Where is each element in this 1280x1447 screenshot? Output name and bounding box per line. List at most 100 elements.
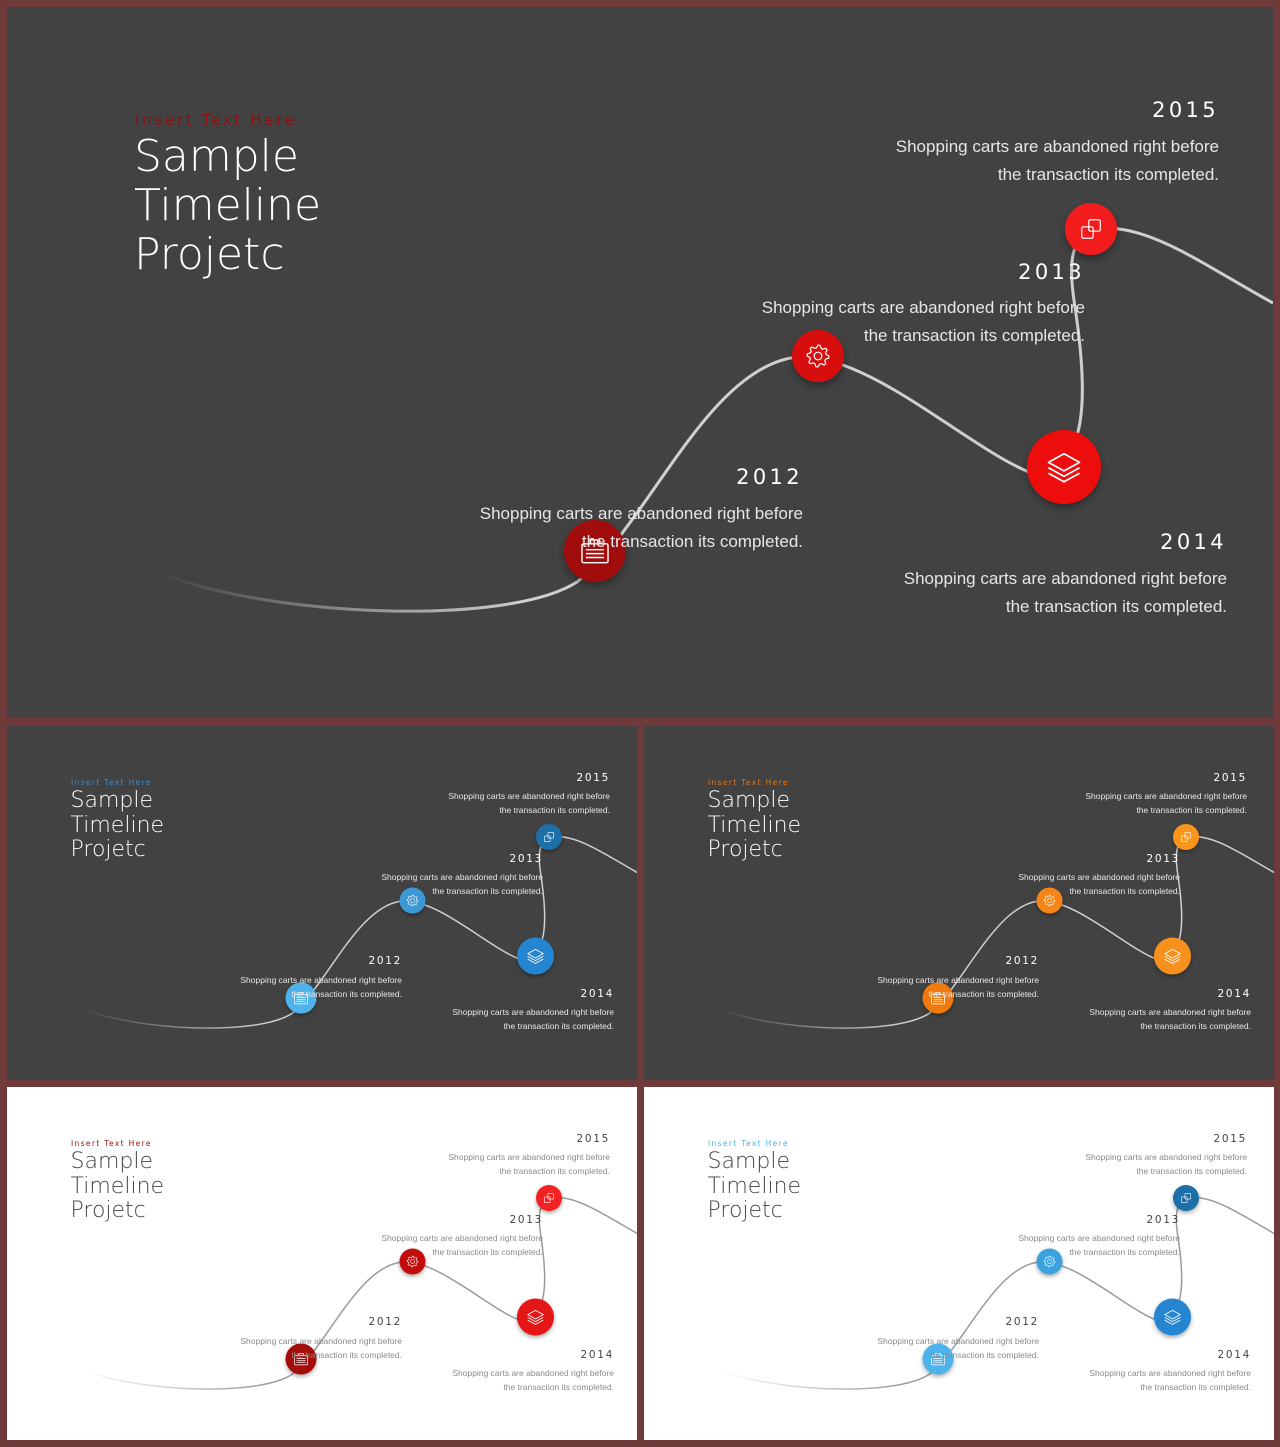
milestone-description-2012: Shopping carts are abandoned right befor… xyxy=(877,974,1039,999)
milestone-description-2014: Shopping carts are abandoned right befor… xyxy=(903,569,1227,616)
milestone-description-2012: Shopping carts are abandoned right befor… xyxy=(479,504,803,551)
year-label-2012: 2012 xyxy=(1005,1316,1039,1328)
milestone-node-2012[interactable] xyxy=(922,982,954,1014)
title-line: Projetc xyxy=(70,1198,146,1223)
kicker-text: Insert Text Here xyxy=(708,778,789,787)
title-line: Timeline xyxy=(70,1173,165,1199)
title-line: Timeline xyxy=(70,812,165,838)
gear-icon xyxy=(1043,1255,1056,1268)
slide-main: Insert Text Here Sample Timeline Projetc 201… xyxy=(7,7,1273,718)
title-line: Sample xyxy=(70,788,154,813)
year-label-2014: 2014 xyxy=(580,987,614,1000)
year-label-2013: 2013 xyxy=(509,852,543,865)
slide-light-blue: Insert Text Here Sample Timeline Projetc 201… xyxy=(644,1087,1274,1440)
year-label-2014: 2014 xyxy=(580,1348,614,1361)
milestone-description-2014: Shopping carts are abandoned right befor… xyxy=(452,1368,614,1392)
gear-icon xyxy=(406,894,419,907)
kicker-text: Insert Text Here xyxy=(71,1139,152,1148)
milestone-node-2014[interactable] xyxy=(1154,1298,1191,1336)
layers-icon xyxy=(1164,948,1181,964)
title-line: Projetc xyxy=(707,1198,783,1223)
year-label-2014: 2014 xyxy=(1217,987,1251,1000)
briefcase-icon xyxy=(294,1353,308,1366)
milestone-description-2015: Shopping carts are abandoned right befor… xyxy=(1085,1152,1247,1176)
year-label-2013: 2013 xyxy=(1018,260,1085,284)
milestone-node-2014[interactable] xyxy=(517,1298,554,1336)
milestone-node-2012[interactable] xyxy=(564,520,626,582)
title-line: Projetc xyxy=(707,837,783,862)
title-line: Sample xyxy=(134,131,299,182)
timeline-graphic xyxy=(81,824,637,1029)
milestone-description-2012: Shopping carts are abandoned right befor… xyxy=(877,1335,1039,1360)
year-label-2014: 2014 xyxy=(1160,530,1227,554)
milestone-node-2015[interactable] xyxy=(536,824,562,850)
briefcase-icon xyxy=(931,1353,945,1366)
title-line: Projetc xyxy=(134,229,285,280)
briefcase-icon xyxy=(294,992,308,1005)
timeline-graphic xyxy=(156,203,1273,613)
title-line: Sample xyxy=(70,1149,154,1174)
title-line: Timeline xyxy=(134,180,322,231)
briefcase-icon xyxy=(581,539,609,564)
slide-light-red: Insert Text Here Sample Timeline Projetc 201… xyxy=(7,1087,637,1440)
milestone-node-2013[interactable] xyxy=(399,887,426,914)
gear-icon xyxy=(1043,894,1056,907)
milestone-node-2015[interactable] xyxy=(1065,203,1117,255)
milestone-description-2013: Shopping carts are abandoned right befor… xyxy=(1018,1232,1180,1257)
layers-icon xyxy=(1164,1309,1181,1325)
title-line: Sample xyxy=(707,1149,791,1174)
timeline-graphic xyxy=(81,1185,637,1390)
year-label-2013: 2013 xyxy=(1146,852,1180,865)
kicker-text: Insert Text Here xyxy=(71,778,152,787)
gear-icon xyxy=(406,1255,419,1268)
milestone-description-2015: Shopping carts are abandoned right befor… xyxy=(1085,791,1247,815)
year-label-2015: 2015 xyxy=(576,771,610,784)
briefcase-icon xyxy=(931,992,945,1005)
layers-icon xyxy=(527,1309,544,1325)
milestone-description-2013: Shopping carts are abandoned right befor… xyxy=(761,298,1085,345)
milestone-description-2013: Shopping carts are abandoned right befor… xyxy=(381,871,543,896)
title-line: Timeline xyxy=(707,812,802,838)
year-label-2015: 2015 xyxy=(1213,771,1247,784)
timeline-graphic xyxy=(718,1185,1274,1390)
year-label-2015: 2015 xyxy=(1152,98,1219,122)
slide-orange: Insert Text Here Sample Timeline Projetc 201… xyxy=(644,726,1274,1080)
kicker-text: Insert Text Here xyxy=(708,1139,789,1148)
title-line: Sample xyxy=(707,788,791,813)
milestone-description-2015: Shopping carts are abandoned right befor… xyxy=(448,791,610,815)
milestone-node-2014[interactable] xyxy=(1027,430,1101,504)
year-label-2013: 2013 xyxy=(1146,1213,1180,1226)
milestone-description-2015: Shopping carts are abandoned right befor… xyxy=(448,1152,610,1176)
milestone-description-2012: Shopping carts are abandoned right befor… xyxy=(240,1335,402,1360)
timeline-graphic xyxy=(718,824,1274,1029)
slide-blue: Insert Text Here Sample Timeline Projetc 201… xyxy=(7,726,637,1080)
milestone-node-2014[interactable] xyxy=(1154,937,1191,975)
milestone-description-2014: Shopping carts are abandoned right befor… xyxy=(452,1007,614,1031)
copy-icon xyxy=(1081,219,1101,239)
title-line: Projetc xyxy=(70,837,146,862)
year-label-2012: 2012 xyxy=(368,1316,402,1328)
milestone-node-2012[interactable] xyxy=(285,982,317,1014)
layers-icon xyxy=(1047,452,1081,483)
year-label-2015: 2015 xyxy=(576,1132,610,1145)
year-label-2012: 2012 xyxy=(1005,955,1039,967)
milestone-node-2013[interactable] xyxy=(792,330,844,382)
milestone-node-2013[interactable] xyxy=(1036,1248,1063,1275)
milestone-node-2012[interactable] xyxy=(922,1343,954,1375)
milestone-description-2013: Shopping carts are abandoned right befor… xyxy=(381,1232,543,1257)
gear-icon xyxy=(806,344,830,368)
milestone-node-2013[interactable] xyxy=(399,1248,426,1275)
year-label-2014: 2014 xyxy=(1217,1348,1251,1361)
milestone-description-2012: Shopping carts are abandoned right befor… xyxy=(240,974,402,999)
milestone-node-2015[interactable] xyxy=(536,1185,562,1211)
milestone-node-2012[interactable] xyxy=(285,1343,317,1375)
year-label-2015: 2015 xyxy=(1213,1132,1247,1145)
year-label-2012: 2012 xyxy=(736,465,803,489)
title-line: Timeline xyxy=(707,1173,802,1199)
milestone-node-2015[interactable] xyxy=(1173,1185,1199,1211)
milestone-node-2015[interactable] xyxy=(1173,824,1199,850)
year-label-2013: 2013 xyxy=(509,1213,543,1226)
milestone-node-2013[interactable] xyxy=(1036,887,1063,914)
milestone-node-2014[interactable] xyxy=(517,937,554,975)
layers-icon xyxy=(527,948,544,964)
